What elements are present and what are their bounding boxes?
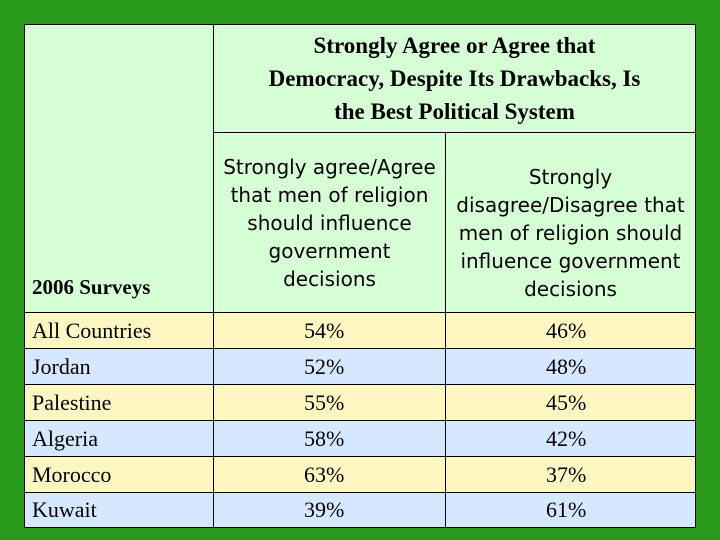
disagree-value: 45% [546,389,587,415]
table-cell: 63% [214,457,446,493]
col2-header: Strongly disagree/Disagree that men of r… [456,164,685,301]
agree-value: 55% [304,389,345,415]
agree-value: 39% [304,497,345,522]
surveys-label: 2006 Surveys [32,275,151,299]
row-country: Algeria [32,425,98,451]
table-cell: 61% [446,493,696,528]
table-title: Strongly Agree or Agree that Democracy, … [268,32,641,124]
table-row: Palestine [24,385,214,421]
table-cell: 42% [446,421,696,457]
table-cell: 58% [214,421,446,457]
table-cell: 55% [214,385,446,421]
table-cell: 39% [214,493,446,528]
survey-table: 2006 Surveys Strongly Agree or Agree tha… [24,24,696,528]
table-row: Morocco [24,457,214,493]
table-cell: 52% [214,349,446,385]
agree-value: 54% [304,317,345,343]
agree-value: 52% [304,353,345,379]
disagree-value: 46% [546,317,587,343]
col1-header-cell: Strongly agree/Agree that men of religio… [214,133,446,313]
table-cell: 48% [446,349,696,385]
table-title-cell: Strongly Agree or Agree that Democracy, … [214,24,696,133]
row-country: Jordan [32,353,91,379]
table-row: Kuwait [24,493,214,528]
row-country: Morocco [32,461,112,487]
agree-value: 63% [304,461,345,487]
disagree-value: 42% [546,425,587,451]
table-cell: 37% [446,457,696,493]
table-cell: 46% [446,313,696,349]
row-country: Kuwait [32,497,97,522]
disagree-value: 48% [546,353,587,379]
disagree-value: 61% [546,497,587,522]
table-row: Jordan [24,349,214,385]
table-cell: 54% [214,313,446,349]
surveys-header-cell: 2006 Surveys [24,24,214,313]
table-row: All Countries [24,313,214,349]
table-cell: 45% [446,385,696,421]
row-country: Palestine [32,389,112,415]
disagree-value: 37% [546,461,587,487]
table-row: Algeria [24,421,214,457]
col1-header: Strongly agree/Agree that men of religio… [223,154,436,291]
agree-value: 58% [304,425,345,451]
col2-header-cell: Strongly disagree/Disagree that men of r… [446,133,696,313]
row-country: All Countries [32,317,152,343]
